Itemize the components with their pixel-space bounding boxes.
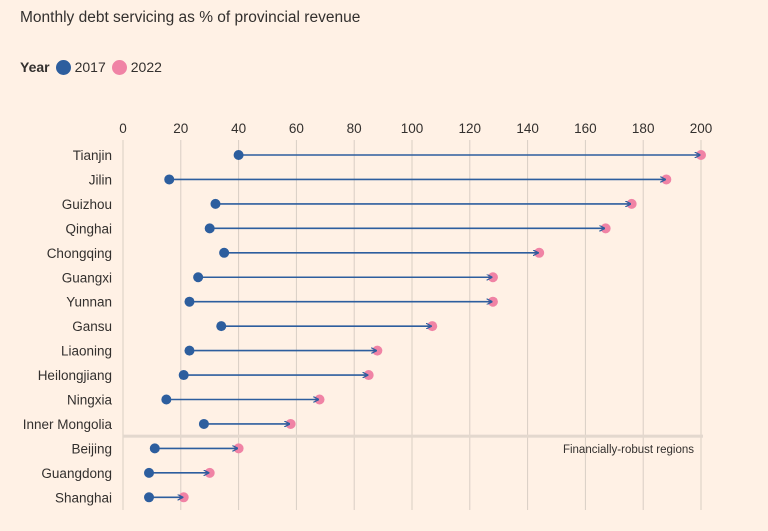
chart-title: Monthly debt servicing as % of provincia…: [20, 9, 361, 26]
annotation-label: Financially-robust regions: [563, 444, 694, 456]
dot-2017: [198, 418, 209, 429]
dot-2017: [219, 247, 230, 258]
dot-2017: [204, 223, 215, 234]
category-label: Yunnan: [66, 295, 112, 310]
legend-swatch-2017: [55, 59, 71, 75]
category-label: Guangxi: [62, 270, 112, 285]
x-tick-label: 0: [119, 121, 127, 136]
dot-2017: [184, 296, 195, 307]
category-label: Liaoning: [61, 344, 112, 359]
legend-item-2017: 2017: [55, 59, 106, 75]
x-tick-label: 160: [574, 121, 597, 136]
x-tick-label: 20: [173, 121, 188, 136]
x-tick-label: 120: [459, 121, 482, 136]
category-label: Beijing: [71, 441, 112, 456]
category-label: Ningxia: [67, 393, 113, 408]
dot-2017: [184, 345, 195, 356]
x-tick-label: 80: [347, 121, 362, 136]
category-label: Gansu: [72, 319, 112, 334]
legend-text-2022: 2022: [130, 59, 162, 75]
category-label: Guangdong: [41, 466, 112, 481]
dot-2017: [193, 272, 204, 283]
dot-2017: [144, 467, 155, 478]
category-label: Guizhou: [62, 197, 112, 212]
dot-2017: [149, 443, 160, 454]
x-tick-label: 100: [401, 121, 424, 136]
legend-text-2017: 2017: [74, 59, 106, 75]
legend-label: Year: [20, 59, 50, 75]
dot-2017: [216, 321, 227, 332]
dot-2017: [164, 174, 175, 185]
dot-2017: [233, 150, 244, 160]
dot-2017: [144, 492, 155, 503]
category-label: Inner Mongolia: [23, 417, 113, 432]
x-tick-label: 140: [516, 121, 539, 136]
category-label: Tianjin: [73, 148, 112, 163]
category-label: Jilin: [89, 172, 112, 187]
x-tick-label: 200: [690, 121, 713, 136]
category-label: Chongqing: [47, 246, 112, 261]
category-label: Qinghai: [65, 221, 112, 236]
x-tick-label: 180: [632, 121, 655, 136]
group-separator: [123, 434, 703, 438]
dot-2017: [210, 198, 221, 209]
dot-2017: [161, 394, 172, 405]
x-tick-label: 60: [289, 121, 304, 136]
category-label: Heilongjiang: [38, 368, 112, 383]
x-tick-label: 40: [231, 121, 246, 136]
legend-swatch-2022: [111, 59, 127, 75]
legend-item-2022: 2022: [111, 59, 162, 75]
category-label: Shanghai: [55, 490, 112, 505]
legend: Year 2017 2022: [20, 59, 168, 75]
dot-2017: [178, 370, 189, 381]
